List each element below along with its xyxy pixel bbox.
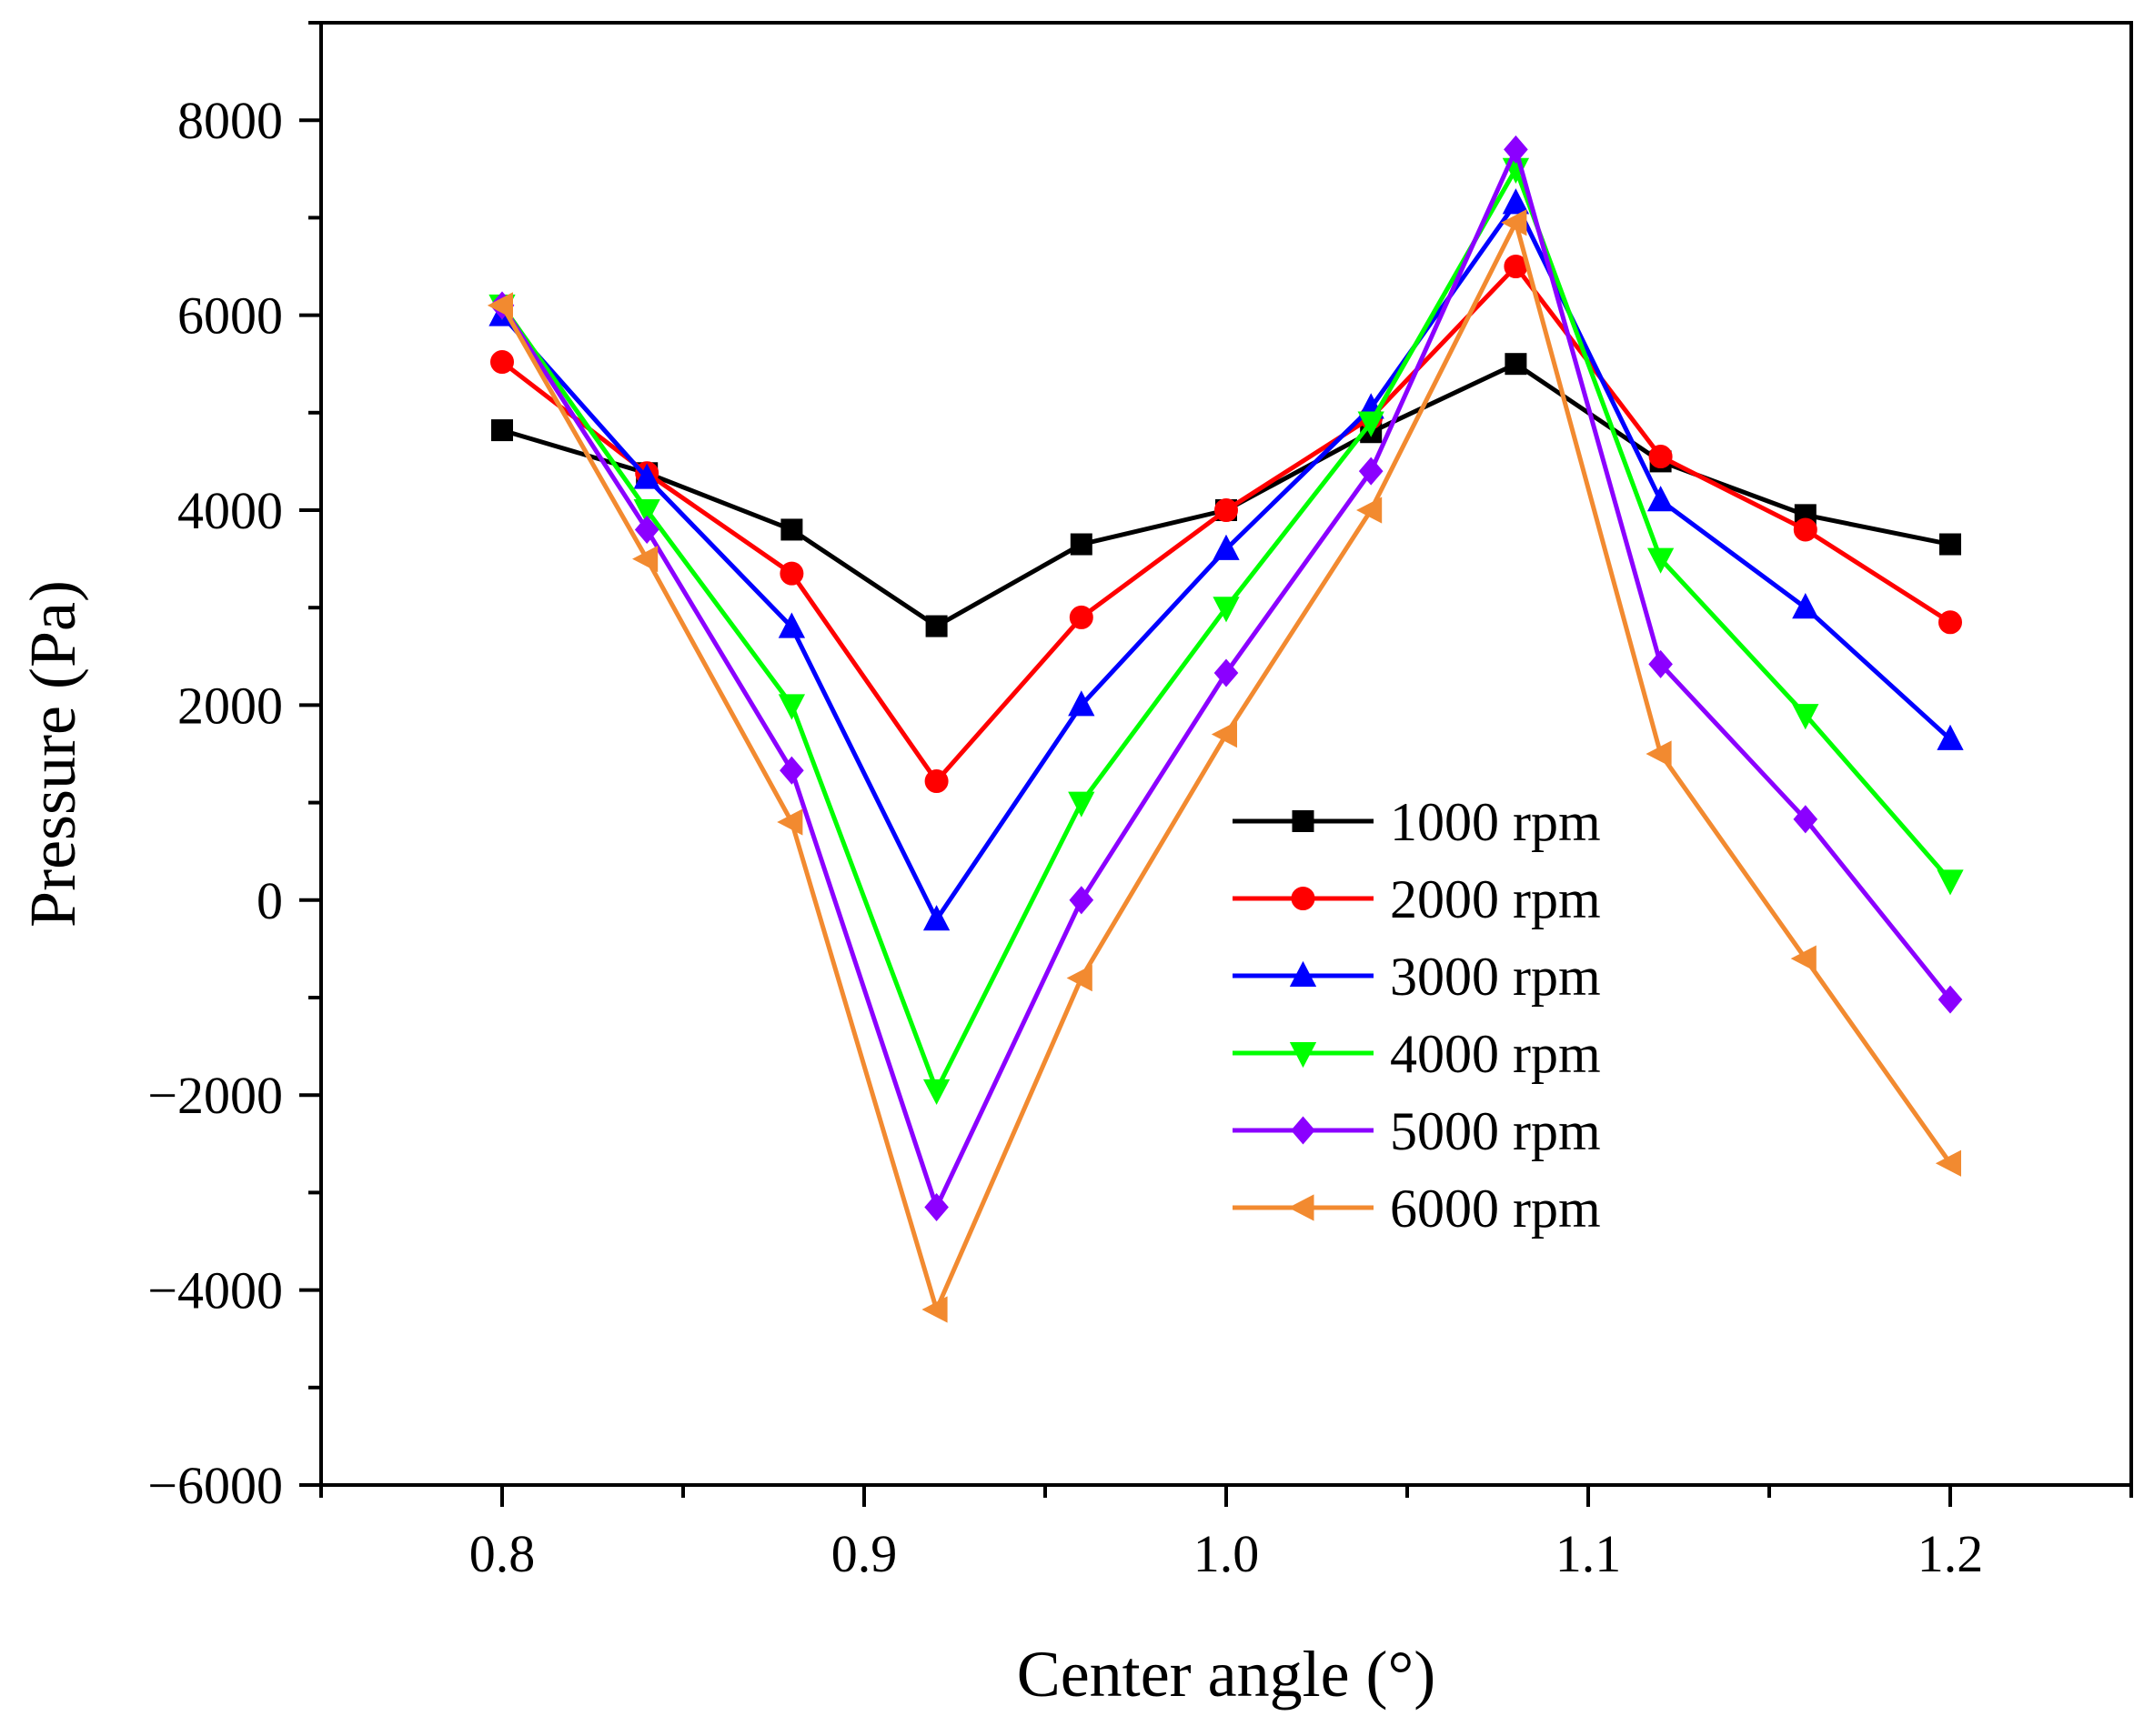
series-6000-rpm bbox=[487, 209, 1961, 1323]
legend-marker bbox=[1289, 1042, 1317, 1069]
legend-marker bbox=[1288, 1194, 1314, 1221]
data-point bbox=[1069, 605, 1093, 629]
legend-entry: 3000 rpm bbox=[1233, 947, 1601, 1007]
legend-marker bbox=[1289, 960, 1317, 987]
data-point bbox=[780, 756, 804, 785]
data-point bbox=[921, 1296, 948, 1323]
data-point bbox=[1213, 658, 1239, 687]
data-point bbox=[1938, 610, 1962, 635]
x-tick-label: 1.0 bbox=[1193, 1524, 1260, 1583]
data-point bbox=[633, 499, 660, 526]
data-point bbox=[778, 694, 806, 720]
series-layer bbox=[487, 135, 1964, 1323]
data-point bbox=[780, 518, 803, 541]
data-point bbox=[1646, 486, 1675, 512]
data-point bbox=[1646, 547, 1675, 574]
data-point bbox=[1501, 209, 1527, 236]
data-point bbox=[1793, 805, 1818, 834]
data-point bbox=[780, 561, 804, 586]
data-point bbox=[778, 612, 806, 638]
y-tick-label: −6000 bbox=[147, 1456, 283, 1515]
data-point bbox=[1935, 1149, 1961, 1177]
series-3000-rpm bbox=[488, 188, 1964, 931]
legend-entry: 5000 rpm bbox=[1233, 1101, 1601, 1161]
data-point bbox=[1211, 720, 1237, 748]
data-point bbox=[1646, 740, 1672, 768]
y-axis-title: Pressure (Pa) bbox=[16, 580, 89, 928]
data-point bbox=[1070, 533, 1092, 556]
data-point bbox=[922, 1079, 951, 1106]
y-tick-label: 8000 bbox=[177, 91, 283, 150]
data-point bbox=[1505, 353, 1527, 376]
series-5000-rpm bbox=[489, 135, 1963, 1222]
x-tick-label: 1.1 bbox=[1555, 1524, 1622, 1583]
y-axis-ticks: −6000 −4000 −2000 0 2000 4000 6000 8000 bbox=[147, 21, 321, 1515]
legend-label: 2000 rpm bbox=[1390, 869, 1601, 929]
data-point bbox=[777, 808, 803, 836]
data-point bbox=[924, 769, 949, 794]
data-point bbox=[925, 615, 948, 637]
x-tick-label: 0.9 bbox=[831, 1524, 898, 1583]
legend-entry: 4000 rpm bbox=[1233, 1024, 1601, 1084]
legend: 1000 rpm 2000 rpm 3000 rpm 4000 rpm 5000 rpm… bbox=[1233, 792, 1601, 1239]
y-tick-label: 6000 bbox=[177, 286, 283, 346]
legend-label: 4000 rpm bbox=[1390, 1024, 1601, 1084]
legend-entry: 1000 rpm bbox=[1233, 792, 1601, 852]
y-tick-label: −4000 bbox=[147, 1261, 283, 1320]
data-point bbox=[1648, 649, 1673, 678]
data-point bbox=[633, 463, 660, 489]
x-tick-label: 1.2 bbox=[1917, 1524, 1984, 1583]
data-point bbox=[1069, 886, 1094, 915]
data-point bbox=[1792, 704, 1819, 730]
legend-entry: 6000 rpm bbox=[1233, 1179, 1601, 1239]
legend-marker bbox=[1291, 1116, 1315, 1145]
data-point bbox=[922, 905, 951, 931]
y-tick-label: −2000 bbox=[147, 1066, 283, 1125]
data-point bbox=[1068, 690, 1095, 717]
legend-label: 3000 rpm bbox=[1390, 947, 1601, 1007]
data-point bbox=[1937, 869, 1964, 896]
data-point bbox=[490, 350, 514, 375]
data-point bbox=[1357, 411, 1384, 437]
legend-entry: 2000 rpm bbox=[1233, 869, 1601, 929]
data-point bbox=[1214, 498, 1238, 522]
data-point bbox=[1938, 985, 1963, 1014]
data-point bbox=[634, 515, 659, 544]
legend-marker bbox=[1291, 887, 1315, 910]
data-point bbox=[924, 1192, 949, 1222]
data-point bbox=[1213, 534, 1240, 560]
data-point bbox=[1066, 964, 1092, 992]
legend-marker bbox=[1292, 810, 1314, 832]
x-axis-ticks: 0.8 0.9 1.0 1.1 1.2 bbox=[319, 1485, 2133, 1583]
x-tick-label: 0.8 bbox=[469, 1524, 536, 1583]
y-tick-label: 2000 bbox=[177, 676, 283, 735]
legend-label: 6000 rpm bbox=[1390, 1179, 1601, 1239]
data-point bbox=[1068, 791, 1095, 818]
data-point bbox=[1792, 593, 1819, 619]
y-tick-label: 0 bbox=[257, 871, 283, 930]
data-point bbox=[632, 545, 659, 573]
data-point bbox=[491, 419, 513, 442]
legend-label: 1000 rpm bbox=[1390, 792, 1601, 852]
y-tick-label: 4000 bbox=[177, 481, 283, 540]
legend-label: 5000 rpm bbox=[1390, 1101, 1601, 1161]
data-point bbox=[1356, 497, 1383, 524]
data-point bbox=[1213, 597, 1240, 623]
data-point bbox=[1790, 945, 1817, 972]
x-axis-title: Center angle (°) bbox=[1017, 1638, 1436, 1711]
data-point bbox=[1939, 533, 1961, 556]
data-point bbox=[1937, 724, 1964, 750]
data-point bbox=[1648, 445, 1673, 469]
data-point bbox=[1504, 135, 1528, 164]
data-point bbox=[1502, 188, 1530, 215]
data-point bbox=[1793, 517, 1817, 542]
data-point bbox=[487, 292, 513, 319]
data-point bbox=[1358, 457, 1384, 486]
